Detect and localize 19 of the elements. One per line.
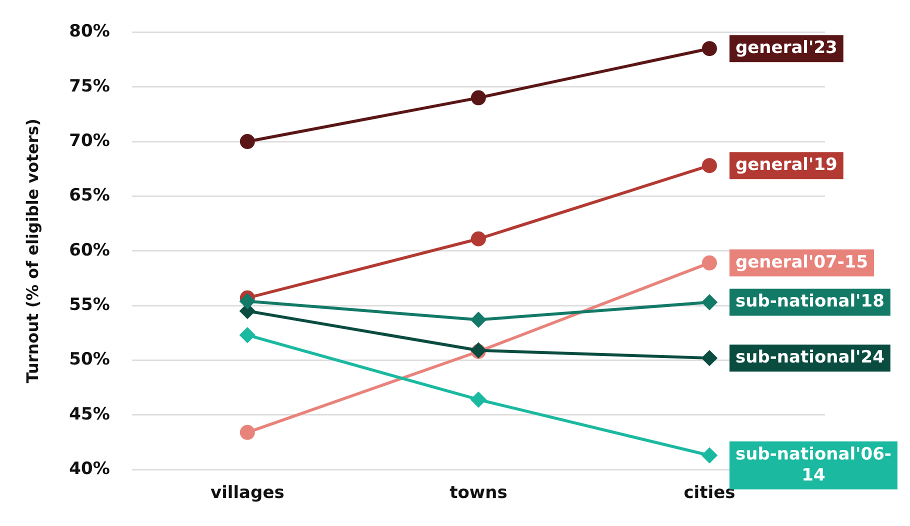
y-tick-label: 75%: [69, 76, 110, 96]
y-tick-label: 60%: [69, 240, 110, 260]
series-label: general'07-15: [735, 252, 868, 272]
x-tick-label: towns: [450, 483, 508, 504]
series-label: sub-national'06-14: [735, 444, 892, 486]
x-tick-label: villages: [210, 483, 284, 504]
y-tick-label: 70%: [69, 130, 110, 151]
y-tick-label: 40%: [69, 459, 110, 480]
series-label: general'23: [735, 38, 838, 58]
series-label: sub-national'18: [735, 292, 884, 312]
y-tick-label: 45%: [69, 404, 110, 424]
y-tick-label: 80%: [69, 22, 110, 42]
y-tick-label: 55%: [69, 294, 110, 315]
y-tick-label: 65%: [69, 186, 110, 206]
series-label: sub-national'24: [735, 347, 885, 368]
series-label: general'19: [735, 155, 838, 176]
y-tick-label: 50%: [69, 350, 110, 370]
y-axis-title: Turnout (% of eligible voters): [22, 118, 42, 384]
x-tick-label: cities: [684, 483, 736, 504]
